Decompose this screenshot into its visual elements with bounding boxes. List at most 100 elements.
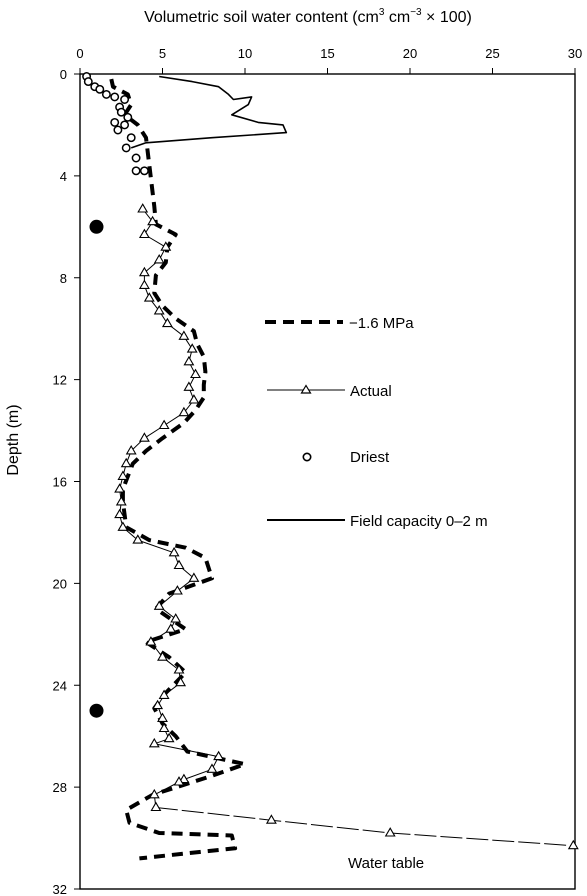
y-tick-label: 32 bbox=[53, 882, 67, 896]
legend-label-field-capacity: Field capacity 0–2 m bbox=[350, 513, 488, 530]
legend: −1.6 MPa Actual Driest Field capacity 0–… bbox=[265, 315, 488, 530]
actual-triangle-marker bbox=[178, 773, 190, 784]
actual-triangle-marker bbox=[178, 406, 190, 417]
legend-label-driest: Driest bbox=[350, 449, 390, 466]
actual-triangle-marker bbox=[188, 572, 200, 582]
legend-marker-driest bbox=[302, 452, 312, 462]
water-table-annotation: Water table bbox=[348, 855, 424, 872]
legend-marker-actual bbox=[300, 384, 312, 394]
y-tick-label: 24 bbox=[53, 678, 67, 693]
actual-triangle-marker bbox=[132, 534, 144, 544]
actual-triangle-marker bbox=[138, 432, 150, 442]
actual-triangle-marker bbox=[213, 750, 225, 761]
actual-triangle-marker bbox=[138, 266, 150, 277]
actual-triangle-marker bbox=[183, 381, 195, 391]
actual-triangle-marker bbox=[145, 636, 157, 646]
driest-circle-marker bbox=[120, 95, 130, 104]
actual-triangle-marker bbox=[153, 600, 165, 610]
y-tick-label: 28 bbox=[53, 780, 67, 795]
y-tick-label: 0 bbox=[60, 67, 67, 82]
driest-circle-marker bbox=[113, 125, 123, 135]
actual-triangle-marker bbox=[173, 559, 185, 570]
mpa-dashed-line bbox=[109, 78, 247, 861]
driest-circle-marker bbox=[110, 92, 120, 102]
y-tick-label: 8 bbox=[60, 271, 67, 286]
driest-circle-marker bbox=[139, 166, 149, 176]
actual-triangle-marker bbox=[158, 722, 170, 733]
actual-triangle-marker bbox=[190, 368, 201, 379]
actual-triangle-marker bbox=[117, 521, 129, 531]
driest-circle-marker bbox=[83, 77, 93, 87]
series-layer bbox=[82, 72, 579, 861]
x-tick-label: 5 bbox=[159, 46, 166, 61]
actual-triangle-marker bbox=[153, 253, 165, 264]
actual-triangle-marker bbox=[163, 732, 175, 743]
actual-triangle-marker bbox=[384, 827, 396, 837]
y-tick-label: 4 bbox=[60, 169, 67, 184]
actual-triangle-marker bbox=[120, 457, 132, 468]
actual-triangle-marker bbox=[117, 470, 129, 480]
y-axis-title: Depth (m) bbox=[5, 404, 22, 475]
x-tick-label: 10 bbox=[238, 46, 252, 61]
actual-triangle-marker bbox=[157, 651, 168, 661]
driest-circle-marker bbox=[131, 166, 141, 176]
driest-circle-marker bbox=[131, 153, 141, 163]
actual-triangle-marker bbox=[114, 508, 126, 519]
actual-triangle-marker bbox=[171, 585, 183, 595]
x-tick-label: 0 bbox=[76, 46, 83, 61]
actual-triangle-marker bbox=[157, 712, 168, 722]
actual-triangle-marker bbox=[170, 613, 182, 623]
actual-triangle-marker bbox=[138, 228, 150, 239]
actual-triangle-marker bbox=[186, 343, 198, 353]
actual-triangle-marker bbox=[137, 203, 149, 213]
actual-triangle-marker bbox=[153, 304, 165, 315]
actual-triangle-marker bbox=[165, 623, 177, 633]
y-axis-ticks: 0 4 8 12 16 20 24 28 32 bbox=[53, 67, 80, 896]
legend-label-mpa: −1.6 MPa bbox=[349, 315, 414, 332]
actual-line bbox=[119, 208, 220, 808]
actual-triangle-marker bbox=[138, 279, 150, 289]
y-tick-label: 16 bbox=[53, 475, 67, 490]
driest-circle-marker bbox=[121, 143, 131, 153]
actual-triangle-marker bbox=[114, 483, 126, 493]
x-tick-label: 15 bbox=[320, 46, 334, 61]
driest-circle-marker bbox=[126, 133, 136, 143]
actual-triangle-marker bbox=[178, 330, 190, 340]
sampling-point-marker bbox=[89, 703, 104, 718]
actual-triangle-marker bbox=[143, 292, 155, 302]
x-tick-label: 25 bbox=[485, 46, 499, 61]
actual-triangle-marker bbox=[148, 737, 160, 748]
driest-circle-marker bbox=[116, 107, 126, 117]
x-tick-label: 30 bbox=[568, 46, 582, 61]
x-axis-ticks: 0 5 10 15 20 25 30 bbox=[76, 46, 582, 74]
x-axis-title: Volumetric soil water content (cm3 cm−3 … bbox=[144, 7, 472, 26]
y-tick-label: 20 bbox=[53, 576, 67, 591]
actual-triangle-marker bbox=[147, 215, 159, 226]
driest-circle-marker bbox=[120, 120, 130, 130]
actual-triangle-marker bbox=[125, 444, 137, 455]
actual-triangle-marker bbox=[152, 699, 164, 710]
actual-triangle-marker bbox=[161, 317, 173, 328]
actual-triangle-marker bbox=[173, 664, 185, 674]
actual-triangle-marker bbox=[173, 776, 185, 786]
actual-triangle-marker bbox=[115, 495, 127, 506]
actual-triangle-marker bbox=[150, 801, 162, 812]
actual-triangle-marker bbox=[160, 241, 172, 251]
actual-triangle-marker bbox=[183, 355, 195, 366]
driest-circle-marker bbox=[95, 84, 105, 94]
actual-triangle-marker bbox=[148, 788, 160, 799]
actual-triangle-marker bbox=[567, 839, 579, 850]
actual-triangle-marker bbox=[206, 763, 218, 773]
sampling-point-marker bbox=[89, 219, 104, 234]
actual-triangle-marker bbox=[158, 689, 170, 699]
plot-frame bbox=[79, 73, 576, 890]
field-capacity-line bbox=[130, 75, 288, 149]
legend-label-actual: Actual bbox=[350, 383, 392, 400]
actual-water-table-line bbox=[155, 807, 574, 847]
driest-circle-marker bbox=[101, 89, 111, 99]
actual-triangle-marker bbox=[265, 814, 277, 824]
driest-circle-marker bbox=[110, 117, 120, 127]
actual-triangle-marker bbox=[168, 546, 180, 557]
actual-triangle-marker bbox=[175, 676, 187, 687]
